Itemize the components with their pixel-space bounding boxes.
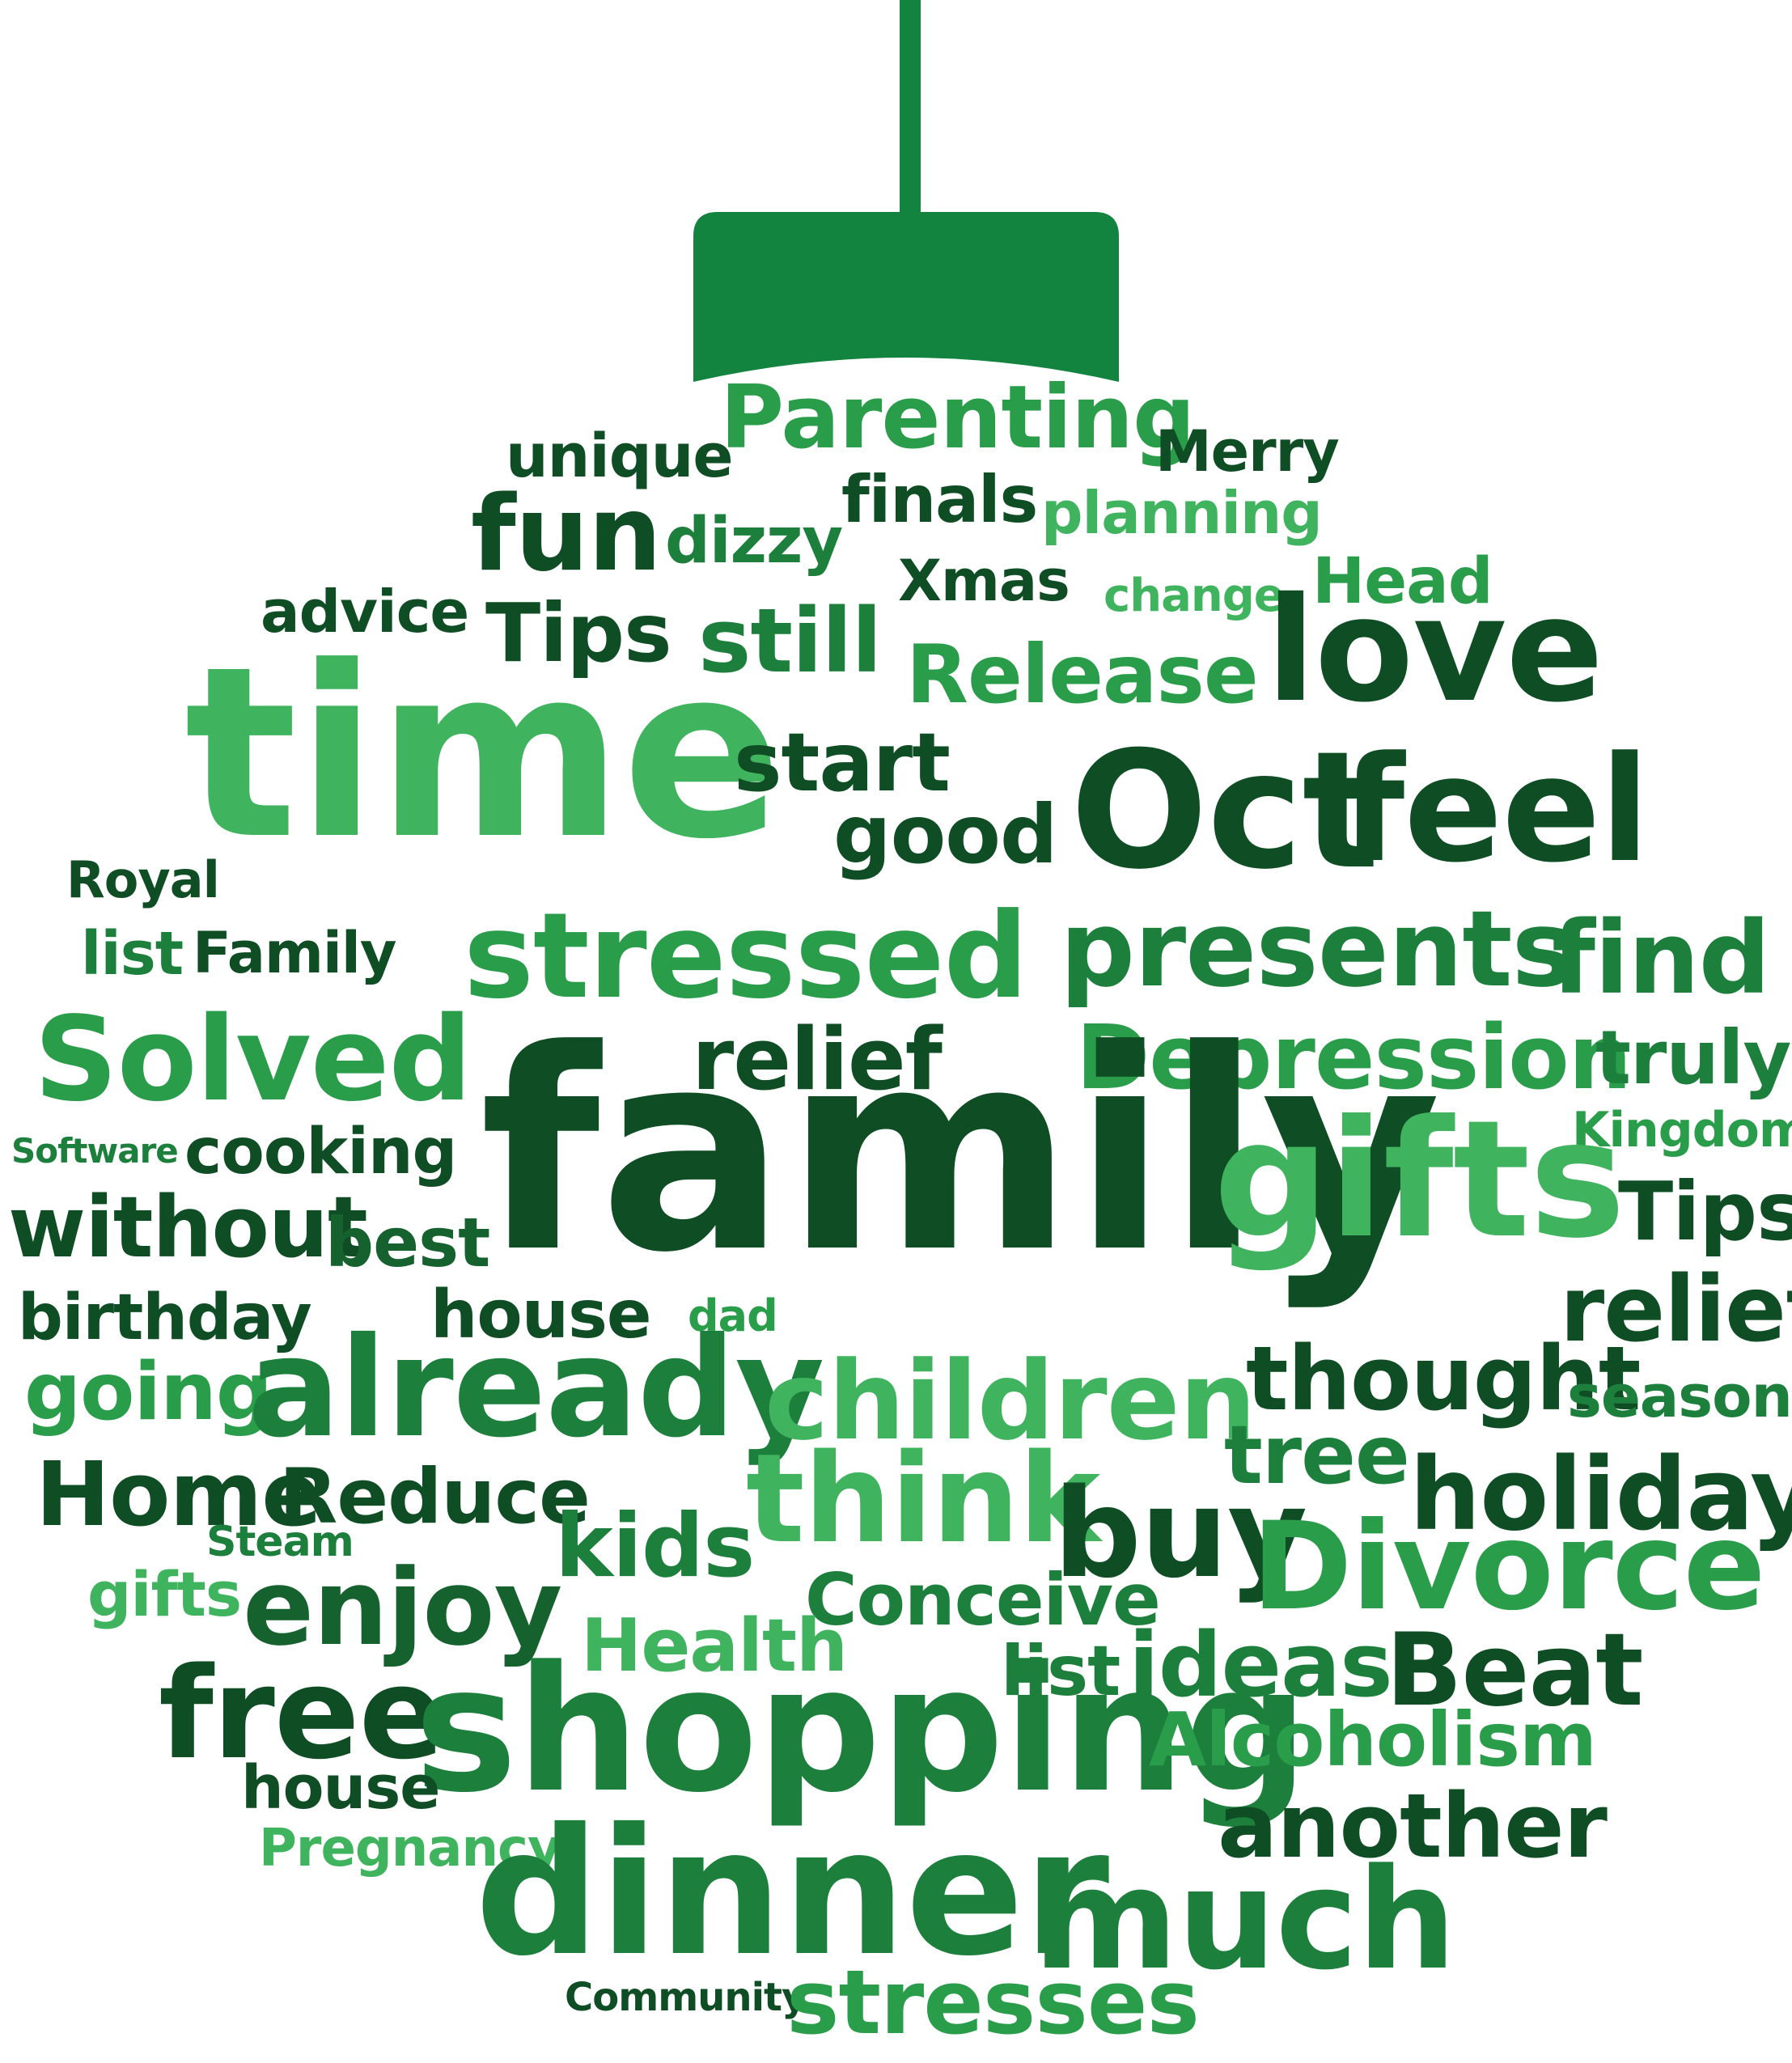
word-family: family bbox=[480, 991, 1441, 1313]
word-beat: Beat bbox=[1386, 1612, 1644, 1729]
word-thought: thought bbox=[1246, 1327, 1641, 1430]
word-gifts-2: gifts bbox=[87, 1558, 242, 1630]
word-oct: Oct bbox=[1070, 717, 1379, 905]
word-love: love bbox=[1266, 566, 1603, 734]
word-list-1: list bbox=[81, 919, 184, 989]
word-dizzy: dizzy bbox=[665, 505, 843, 578]
word-home: Home bbox=[36, 1442, 322, 1546]
word-start: start bbox=[734, 715, 951, 810]
word-finals: finals bbox=[841, 462, 1038, 537]
word-presents: presents bbox=[1060, 887, 1574, 1010]
word-stressed: stressed bbox=[464, 887, 1028, 1025]
word-xmas: Xmas bbox=[898, 548, 1070, 614]
word-dad: dad bbox=[688, 1290, 778, 1341]
word-reduce: Reduce bbox=[279, 1453, 591, 1541]
word-much: much bbox=[1033, 1838, 1456, 2001]
word-kids: kids bbox=[555, 1496, 755, 1597]
word-ideas: ideas bbox=[1129, 1613, 1393, 1717]
word-merry: Merry bbox=[1155, 418, 1340, 485]
word-already: already bbox=[248, 1308, 824, 1468]
word-gifts-1: gifts bbox=[1214, 1086, 1625, 1274]
ornament-cap bbox=[693, 212, 1119, 382]
word-cooking: cooking bbox=[184, 1116, 457, 1188]
word-kingdom: Kingdom bbox=[1572, 1102, 1792, 1159]
word-stresses: stresses bbox=[786, 1951, 1200, 2054]
word-house-1: house bbox=[430, 1277, 652, 1353]
word-season: season bbox=[1567, 1362, 1792, 1430]
word-depression: Depression bbox=[1076, 1006, 1632, 1109]
word-tips-2: Tips bbox=[1618, 1164, 1792, 1259]
word-software: Software bbox=[11, 1131, 179, 1171]
word-head: Head bbox=[1312, 545, 1493, 618]
word-relief-1: relief bbox=[692, 1010, 943, 1109]
word-fun: fun bbox=[471, 474, 662, 595]
word-planning: planning bbox=[1041, 479, 1323, 547]
word-without: without bbox=[8, 1178, 368, 1277]
word-best: best bbox=[325, 1203, 490, 1282]
word-unique: unique bbox=[506, 421, 734, 491]
word-still: still bbox=[698, 589, 882, 693]
word-dinner: dinner bbox=[475, 1791, 1109, 1994]
word-alcoholism: Alcoholism bbox=[1149, 1697, 1597, 1783]
word-solved: Solved bbox=[34, 991, 472, 1127]
word-time: time bbox=[184, 616, 782, 891]
word-truly: truly bbox=[1595, 1015, 1791, 1101]
word-free: free bbox=[159, 1640, 444, 1787]
word-release: Release bbox=[906, 627, 1259, 722]
word-feel: feel bbox=[1341, 726, 1650, 895]
ornament-string bbox=[900, 0, 921, 214]
word-royal: Royal bbox=[66, 850, 220, 909]
word-tips-1: Tips bbox=[485, 586, 672, 680]
word-advice: advice bbox=[261, 578, 469, 646]
word-birthday: birthday bbox=[18, 1281, 312, 1354]
word-relief-2: relief bbox=[1560, 1257, 1792, 1362]
word-divorce: Divorce bbox=[1252, 1497, 1765, 1637]
word-conceive: Conceive bbox=[805, 1558, 1161, 1642]
word-shopping: shopping bbox=[414, 1629, 1308, 1831]
word-another: another bbox=[1218, 1774, 1608, 1878]
word-change: change bbox=[1104, 570, 1285, 622]
word-parenting: Parenting bbox=[720, 367, 1195, 468]
word-think: think bbox=[746, 1427, 1100, 1570]
word-children: children bbox=[765, 1338, 1256, 1464]
word-enjoy: enjoy bbox=[243, 1546, 562, 1669]
word-steam: Steam bbox=[206, 1518, 354, 1566]
word-find: find bbox=[1552, 900, 1770, 1017]
word-holiday: holiday bbox=[1409, 1437, 1792, 1553]
word-health: Health bbox=[581, 1603, 848, 1688]
word-house-2: house bbox=[241, 1753, 440, 1823]
word-community: Community bbox=[565, 1975, 807, 2020]
word-family-capital: Family bbox=[193, 920, 397, 986]
word-tree: tree bbox=[1224, 1408, 1410, 1502]
word-good: good bbox=[833, 787, 1058, 882]
word-buy: buy bbox=[1053, 1462, 1307, 1605]
word-pregnancy: Pregnancy bbox=[259, 1819, 561, 1879]
word-list-2: list bbox=[1001, 1631, 1121, 1712]
word-going: going bbox=[24, 1346, 273, 1438]
